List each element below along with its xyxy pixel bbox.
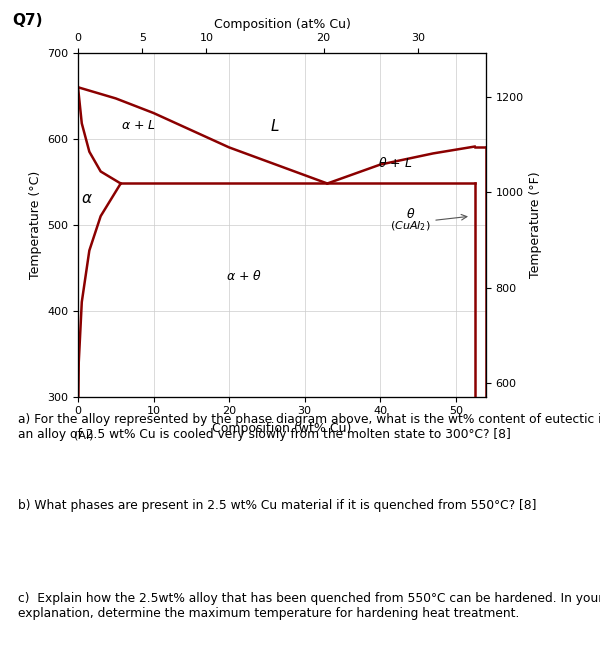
Y-axis label: Temperature (°F): Temperature (°F) [529, 171, 542, 278]
Text: Q7): Q7) [12, 13, 43, 28]
X-axis label: Composition (at% Cu): Composition (at% Cu) [214, 18, 350, 30]
Text: $(CuAl_2)$: $(CuAl_2)$ [390, 219, 431, 233]
Text: $\alpha$ + $L$: $\alpha$ + $L$ [121, 120, 156, 132]
X-axis label: Composition (wt% Cu): Composition (wt% Cu) [212, 422, 352, 435]
Text: $\alpha$ + $\theta$: $\alpha$ + $\theta$ [226, 269, 262, 284]
Text: $\theta$ + $L$: $\theta$ + $L$ [378, 156, 412, 170]
Text: $\alpha$: $\alpha$ [81, 192, 93, 206]
Text: a) For the alloy represented by the phase diagram above, what is the wt% content: a) For the alloy represented by the phas… [18, 413, 600, 441]
Text: (Al): (Al) [74, 431, 94, 441]
Text: $\theta$: $\theta$ [406, 208, 415, 221]
Y-axis label: Temperature (°C): Temperature (°C) [29, 171, 41, 279]
Text: c)  Explain how the 2.5wt% alloy that has been quenched from 550°C can be harden: c) Explain how the 2.5wt% alloy that has… [18, 592, 600, 619]
Text: b) What phases are present in 2.5 wt% Cu material if it is quenched from 550°C? : b) What phases are present in 2.5 wt% Cu… [18, 499, 536, 512]
Text: $L$: $L$ [269, 118, 279, 134]
